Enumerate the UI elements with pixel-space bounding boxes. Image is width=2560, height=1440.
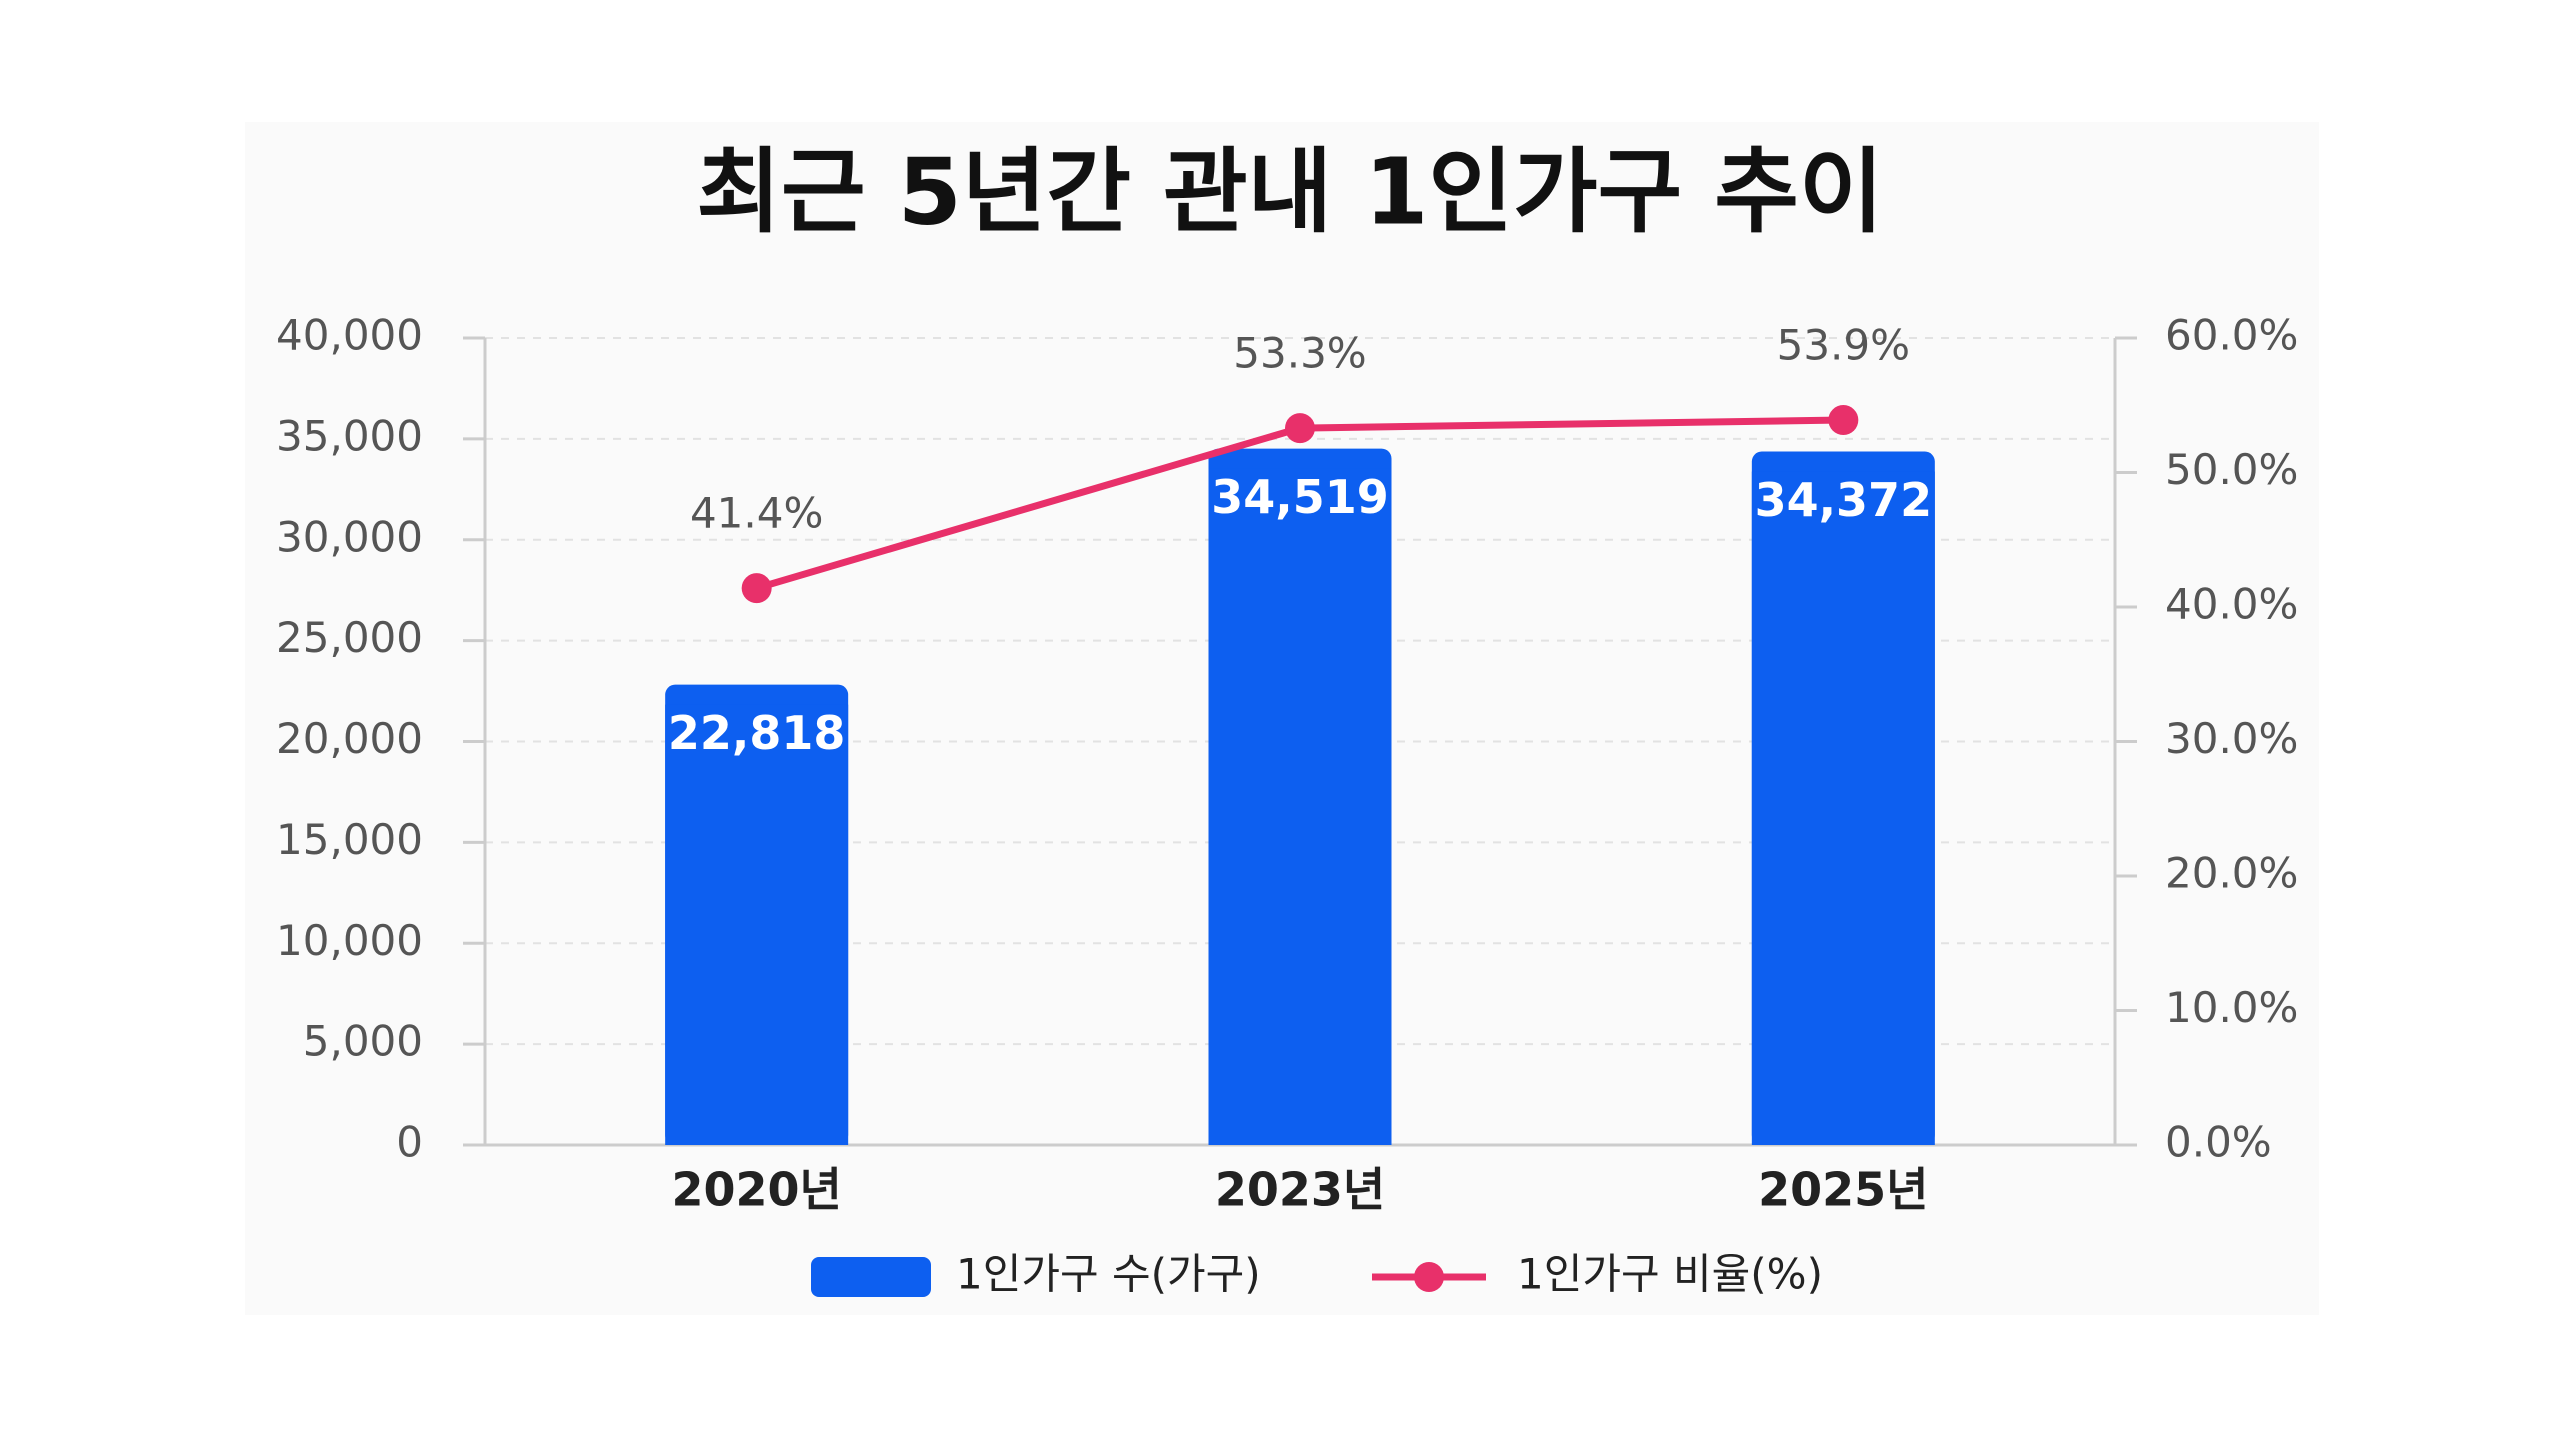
bar-base [1208,468,1392,1145]
legend-swatch [811,1257,931,1297]
x-tick-label: 2025년 [1758,1163,1928,1217]
y-tick-label: 15,000 [276,815,423,864]
bar-value-label: 34,519 [1211,470,1389,524]
line-point [741,573,772,604]
y-tick-label: 20,000 [276,714,423,763]
y2-tick-label: 60.0% [2165,311,2298,360]
bar-value-label: 34,372 [1755,473,1933,527]
y-tick-label: 30,000 [276,512,423,561]
line-point [1285,413,1315,444]
line-value-label: 41.4% [690,489,823,538]
legend-label: 1인가구 수(가구) [956,1250,1261,1299]
x-tick-label: 2023년 [1215,1163,1385,1217]
line-value-label: 53.3% [1233,329,1366,378]
y-tick-label: 5,000 [303,1017,423,1066]
y-tick-label: 35,000 [276,411,423,460]
legend-marker [1414,1262,1444,1292]
y2-tick-label: 40.0% [2165,580,2298,629]
y-tick-label: 40,000 [276,311,423,360]
bar-base [1751,471,1935,1145]
y-tick-label: 10,000 [276,916,423,965]
y2-tick-label: 10.0% [2165,983,2298,1032]
y2-tick-label: 30.0% [2165,714,2298,763]
y2-tick-label: 20.0% [2165,849,2298,898]
line-value-label: 53.9% [1777,321,1910,370]
legend-label: 1인가구 비율(%) [1517,1250,1823,1299]
y-tick-label: 25,000 [276,613,423,662]
y2-tick-label: 50.0% [2165,445,2298,494]
y2-tick-label: 0.0% [2165,1118,2272,1167]
line-point [1828,405,1859,436]
y-tick-label: 0 [396,1118,423,1167]
x-tick-label: 2020년 [671,1163,841,1217]
chart-title: 최근 5년간 관내 1인가구 추이 [696,138,1883,245]
bar-value-label: 22,818 [668,706,846,760]
bar-base [665,704,849,1145]
